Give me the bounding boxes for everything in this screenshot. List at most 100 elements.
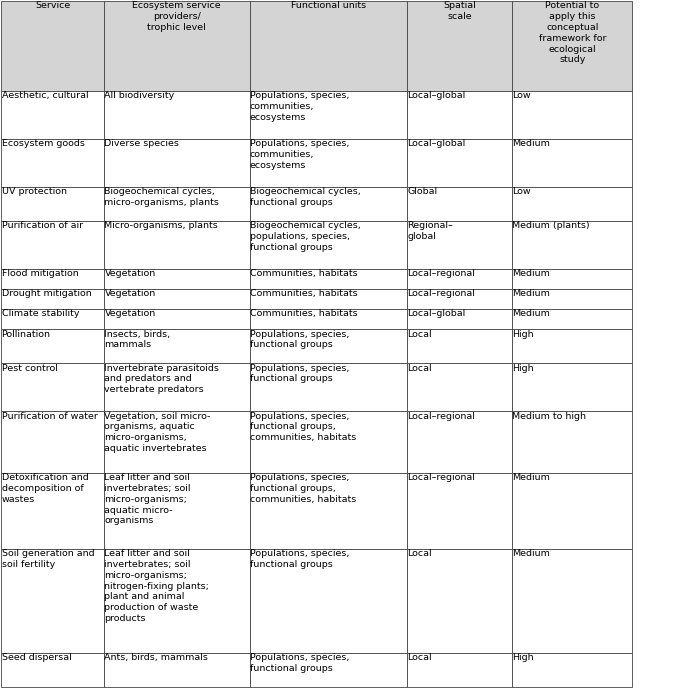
Bar bbox=[407, 653, 512, 687]
Bar bbox=[512, 1, 632, 91]
Bar bbox=[104, 363, 249, 411]
Text: Invertebrate parasitoids
and predators and
vertebrate predators: Invertebrate parasitoids and predators a… bbox=[105, 363, 219, 394]
Bar bbox=[249, 91, 407, 139]
Bar bbox=[249, 1, 407, 91]
Text: Local: Local bbox=[407, 653, 433, 662]
Text: High: High bbox=[513, 653, 534, 662]
Text: Regional–
global: Regional– global bbox=[407, 222, 454, 241]
Bar bbox=[512, 549, 632, 653]
Bar bbox=[249, 363, 407, 411]
Text: Populations, species,
communities,
ecosystems: Populations, species, communities, ecosy… bbox=[250, 139, 349, 170]
Text: Populations, species,
functional groups,
communities, habitats: Populations, species, functional groups,… bbox=[250, 473, 356, 504]
Bar bbox=[407, 269, 512, 289]
Bar bbox=[249, 330, 407, 363]
Text: Low: Low bbox=[513, 187, 531, 196]
Bar bbox=[407, 549, 512, 653]
Bar bbox=[104, 269, 249, 289]
Text: Vegetation, soil micro-
organisms, aquatic
micro-organisms,
aquatic invertebrate: Vegetation, soil micro- organisms, aquat… bbox=[105, 411, 210, 453]
Bar bbox=[104, 1, 249, 91]
Text: Biogeochemical cycles,
functional groups: Biogeochemical cycles, functional groups bbox=[250, 187, 361, 207]
Bar bbox=[512, 139, 632, 187]
Bar bbox=[1, 330, 104, 363]
Text: Populations, species,
communities,
ecosystems: Populations, species, communities, ecosy… bbox=[250, 92, 349, 122]
Bar bbox=[104, 473, 249, 549]
Text: Populations, species,
functional groups: Populations, species, functional groups bbox=[250, 363, 349, 383]
Text: Local–regional: Local–regional bbox=[407, 269, 475, 278]
Text: Soil generation and
soil fertility: Soil generation and soil fertility bbox=[1, 549, 94, 569]
Text: Diverse species: Diverse species bbox=[105, 139, 179, 149]
Bar bbox=[249, 309, 407, 330]
Text: Biogeochemical cycles,
micro-organisms, plants: Biogeochemical cycles, micro-organisms, … bbox=[105, 187, 219, 207]
Text: Functional units: Functional units bbox=[291, 1, 366, 10]
Text: Potential to
apply this
conceptual
framework for
ecological
study: Potential to apply this conceptual frame… bbox=[538, 1, 606, 64]
Bar bbox=[512, 363, 632, 411]
Text: Service: Service bbox=[35, 1, 70, 10]
Bar bbox=[407, 187, 512, 221]
Text: Low: Low bbox=[513, 92, 531, 100]
Text: Medium: Medium bbox=[513, 269, 550, 278]
Bar bbox=[249, 139, 407, 187]
Bar bbox=[512, 330, 632, 363]
Text: Communities, habitats: Communities, habitats bbox=[250, 269, 358, 278]
Bar bbox=[512, 289, 632, 309]
Bar bbox=[104, 91, 249, 139]
Bar bbox=[249, 221, 407, 269]
Text: Vegetation: Vegetation bbox=[105, 290, 155, 299]
Text: Insects, birds,
mammals: Insects, birds, mammals bbox=[105, 330, 170, 350]
Text: Detoxification and
decomposition of
wastes: Detoxification and decomposition of wast… bbox=[1, 473, 88, 504]
Bar bbox=[1, 139, 104, 187]
Text: Local–regional: Local–regional bbox=[407, 290, 475, 299]
Text: Local: Local bbox=[407, 549, 433, 559]
Bar bbox=[512, 91, 632, 139]
Bar bbox=[104, 289, 249, 309]
Text: Medium: Medium bbox=[513, 473, 550, 482]
Bar bbox=[1, 289, 104, 309]
Text: Local: Local bbox=[407, 330, 433, 338]
Bar bbox=[104, 221, 249, 269]
Text: Communities, habitats: Communities, habitats bbox=[250, 290, 358, 299]
Text: Purification of water: Purification of water bbox=[1, 411, 98, 420]
Bar bbox=[104, 187, 249, 221]
Text: Ecosystem service
providers/
trophic level: Ecosystem service providers/ trophic lev… bbox=[132, 1, 221, 32]
Text: Populations, species,
functional groups,
communities, habitats: Populations, species, functional groups,… bbox=[250, 411, 356, 442]
Text: Ecosystem goods: Ecosystem goods bbox=[1, 139, 84, 149]
Text: Ants, birds, mammals: Ants, birds, mammals bbox=[105, 653, 208, 662]
Text: Local–regional: Local–regional bbox=[407, 473, 475, 482]
Bar bbox=[1, 549, 104, 653]
Text: UV protection: UV protection bbox=[1, 187, 67, 196]
Bar bbox=[104, 411, 249, 473]
Bar bbox=[249, 187, 407, 221]
Text: Flood mitigation: Flood mitigation bbox=[1, 269, 78, 278]
Bar bbox=[1, 653, 104, 687]
Bar bbox=[407, 289, 512, 309]
Text: Populations, species,
functional groups: Populations, species, functional groups bbox=[250, 653, 349, 673]
Bar bbox=[512, 221, 632, 269]
Text: Local–global: Local–global bbox=[407, 139, 466, 149]
Bar bbox=[407, 473, 512, 549]
Bar bbox=[407, 91, 512, 139]
Bar bbox=[1, 1, 104, 91]
Bar bbox=[104, 309, 249, 330]
Bar bbox=[512, 187, 632, 221]
Bar bbox=[1, 363, 104, 411]
Text: Spatial
scale: Spatial scale bbox=[443, 1, 476, 21]
Text: Leaf litter and soil
invertebrates; soil
micro-organisms;
nitrogen-fixing plants: Leaf litter and soil invertebrates; soil… bbox=[105, 549, 209, 623]
Bar bbox=[1, 309, 104, 330]
Text: Medium (plants): Medium (plants) bbox=[513, 222, 590, 230]
Text: Communities, habitats: Communities, habitats bbox=[250, 310, 358, 319]
Bar bbox=[407, 139, 512, 187]
Bar bbox=[512, 309, 632, 330]
Text: Medium to high: Medium to high bbox=[513, 411, 587, 420]
Bar bbox=[1, 411, 104, 473]
Text: Local: Local bbox=[407, 363, 433, 373]
Bar bbox=[512, 269, 632, 289]
Text: Drought mitigation: Drought mitigation bbox=[1, 290, 92, 299]
Bar bbox=[1, 269, 104, 289]
Text: Pest control: Pest control bbox=[1, 363, 58, 373]
Bar bbox=[407, 1, 512, 91]
Bar bbox=[407, 330, 512, 363]
Bar bbox=[104, 139, 249, 187]
Text: Medium: Medium bbox=[513, 549, 550, 559]
Text: Aesthetic, cultural: Aesthetic, cultural bbox=[1, 92, 88, 100]
Text: High: High bbox=[513, 330, 534, 338]
